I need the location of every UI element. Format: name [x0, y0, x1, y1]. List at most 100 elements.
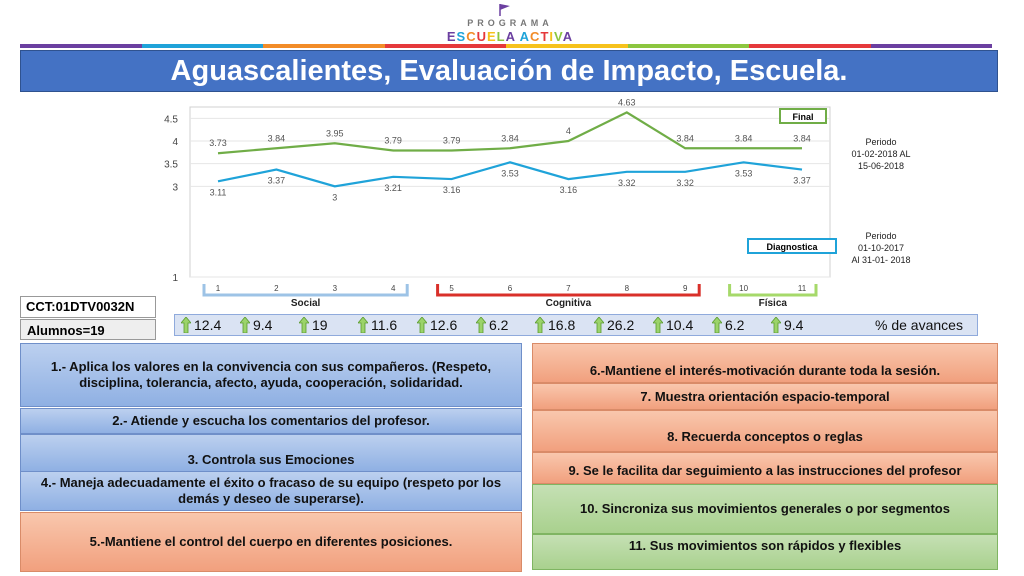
x-tick-label: 5	[449, 284, 454, 293]
avance-value: 11.6	[358, 317, 397, 333]
group-bracket-2	[728, 284, 818, 297]
periodo-diag-l2: 01-10-2017	[857, 243, 905, 253]
logo-letter: U	[476, 29, 487, 44]
x-tick-label: 10	[739, 284, 748, 293]
legend-final-box	[779, 108, 827, 124]
avance-text: 6.2	[489, 317, 509, 333]
data-label: 3	[332, 192, 337, 202]
avance-text: 9.4	[784, 317, 804, 333]
logo-letter: C	[466, 29, 477, 44]
data-label: 3.21	[384, 183, 402, 193]
up-arrow-icon	[771, 317, 781, 333]
up-arrow-icon	[299, 317, 309, 333]
periodo-final-note: Periodo 01-02-2018 AL 15-06-2018	[836, 136, 926, 172]
x-tick-label: 4	[391, 284, 396, 293]
data-label: 3.32	[676, 178, 694, 188]
legend-diagnostica-label: Diagnostica	[766, 242, 818, 252]
avance-value: 16.8	[535, 317, 575, 333]
group-bracket-0	[202, 284, 409, 297]
series-line-diagnostica	[217, 161, 803, 188]
data-label: 3.84	[793, 133, 811, 143]
item-8-box: 8. Recuerda conceptos o reglas	[532, 410, 998, 452]
data-label: 3.84	[735, 133, 753, 143]
x-tick-label: 2	[274, 284, 279, 293]
data-label: 3.37	[793, 176, 811, 186]
up-arrow-icon	[181, 317, 191, 333]
y-tick-label: 1	[172, 273, 178, 284]
logo-letter: T	[540, 29, 550, 44]
data-label: 3.37	[268, 176, 286, 186]
item-5-box: 5.-Mantiene el control del cuerpo en dif…	[20, 512, 522, 572]
avance-text: 9.4	[253, 317, 273, 333]
avance-value: 26.2	[594, 317, 634, 333]
up-arrow-icon	[535, 317, 545, 333]
avance-text: 26.2	[607, 317, 635, 333]
legend-final-label: Final	[792, 112, 813, 122]
avance-value: 9.4	[240, 317, 272, 333]
group-label: Social	[291, 298, 321, 309]
avance-text: 16.8	[548, 317, 576, 333]
item-6-box: 6.-Mantiene el interés-motivación durant…	[532, 343, 998, 383]
avance-value: 6.2	[712, 317, 744, 333]
cct-label: CCT:01DTV0032N	[20, 296, 156, 318]
x-tick-label: 1	[216, 284, 221, 293]
avance-text: 12.4	[194, 317, 222, 333]
avance-value: 12.4	[181, 317, 221, 333]
logo-letter: A	[519, 29, 531, 44]
item-9-box: 9. Se le facilita dar seguimiento a las …	[532, 452, 998, 484]
group-bracket-1	[436, 284, 701, 297]
logo-letter: C	[530, 29, 541, 44]
x-tick-label: 7	[566, 284, 571, 293]
data-label: 3.79	[443, 136, 461, 146]
logo-letter: V	[554, 29, 563, 44]
logo-line1: PROGRAMA	[467, 18, 553, 28]
periodo-final-l3: 15-06-2018	[857, 161, 905, 171]
data-label: 3.73	[209, 138, 227, 148]
avance-text: 10.4	[666, 317, 694, 333]
data-label: 3.84	[268, 133, 286, 143]
y-tick-label: 4.5	[164, 114, 178, 125]
avance-text: 6.2	[725, 317, 745, 333]
x-tick-label: 8	[625, 284, 630, 293]
x-tick-label: 3	[333, 284, 338, 293]
logo-letter: E	[446, 29, 457, 44]
avance-value: 10.4	[653, 317, 693, 333]
logo-letter: A	[562, 29, 574, 44]
item-1-box: 1.- Aplica los valores en la convivencia…	[20, 343, 522, 407]
avances-bar: 12.4 9.4 19 11.6 12.6 6.2 16.8 26.2 10.4 6.2 9.4 % …	[174, 314, 978, 336]
legend-diagnostica: Diagnostica	[747, 238, 837, 254]
avance-text: 19	[312, 317, 328, 333]
data-label: 3.84	[501, 133, 519, 143]
alumnos-label: Alumnos=19	[20, 319, 156, 340]
up-arrow-icon	[358, 317, 368, 333]
legend-diagnostica-box	[747, 238, 837, 254]
avances-label: % de avances	[875, 317, 963, 333]
flag-icon	[499, 4, 510, 16]
logo-letter: S	[456, 29, 467, 44]
logo-line2: ESCUELA ACTIVA	[440, 29, 580, 44]
up-arrow-icon	[417, 317, 427, 333]
series-line-final	[217, 111, 802, 155]
up-arrow-icon	[594, 317, 604, 333]
y-tick-label: 4	[172, 137, 178, 148]
periodo-final-l2: 01-02-2018 AL	[851, 149, 911, 159]
data-label: 4	[566, 126, 571, 136]
x-tick-label: 11	[798, 284, 807, 293]
item-11-box: 11. Sus movimientos son rápidos y flexib…	[532, 534, 998, 570]
item-3-box: 3. Controla sus Emociones	[20, 434, 522, 472]
up-arrow-icon	[653, 317, 663, 333]
data-label: 3.79	[384, 136, 402, 146]
logo-letter: I	[549, 29, 555, 44]
periodo-diag-l3: Al 31-01- 2018	[851, 255, 911, 265]
group-label: Física	[759, 298, 788, 309]
data-label: 3.11	[210, 187, 227, 197]
logo-letter: E	[486, 29, 497, 44]
data-label: 3.16	[443, 185, 461, 195]
avance-value: 12.6	[417, 317, 457, 333]
line-chart: 1 3 3.5 4 4.5 3.73 3.84 3.95 3.79 3.79 3.84 4 4.63 3.…	[164, 97, 837, 309]
page-title: Aguascalientes, Evaluación de Impacto, E…	[20, 50, 998, 92]
avance-text: 12.6	[430, 317, 458, 333]
up-arrow-icon	[476, 317, 486, 333]
avance-value: 19	[299, 317, 328, 333]
logo-letter: L	[496, 29, 506, 44]
